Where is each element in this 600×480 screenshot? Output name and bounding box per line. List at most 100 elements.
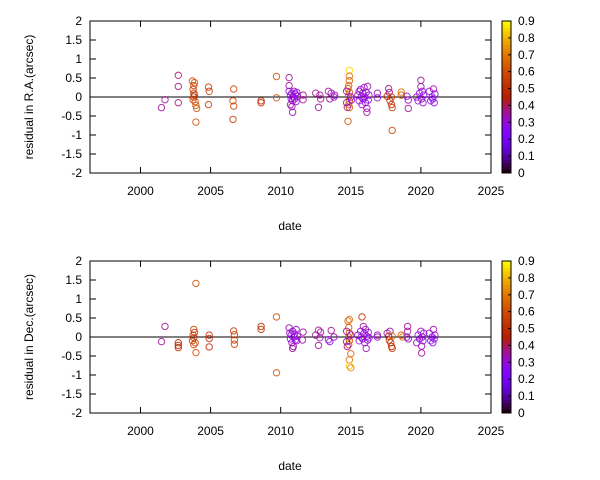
colorbar-band — [502, 325, 511, 329]
colorbar-band — [502, 358, 511, 363]
data-point — [373, 331, 382, 339]
colorbar-band — [502, 78, 511, 83]
colorbar-band — [502, 31, 511, 35]
data-point — [388, 344, 396, 353]
colorbar-band — [502, 328, 511, 333]
colorbar-band — [502, 315, 511, 319]
data-point — [345, 66, 354, 75]
data-point — [174, 343, 183, 352]
data-point — [404, 96, 412, 104]
data-point — [430, 335, 438, 343]
data-point — [189, 96, 197, 104]
data-point — [386, 327, 394, 335]
colorbar-band — [502, 372, 511, 377]
colorbar-band — [502, 277, 511, 282]
data-point — [291, 336, 300, 344]
data-point — [192, 118, 200, 126]
data-point — [427, 337, 435, 345]
data-point — [299, 328, 307, 336]
data-point — [347, 96, 356, 104]
colorbar-band — [502, 294, 511, 299]
y-axis-label: residual in R.A.(arcsec) — [22, 35, 36, 160]
colorbar-tick-label: 0.6 — [518, 305, 535, 319]
data-point — [192, 348, 200, 357]
colorbar-band — [502, 264, 511, 269]
data-point — [286, 100, 295, 109]
x-tick-label: 2020 — [408, 424, 435, 438]
y-tick-label: -1 — [71, 368, 82, 382]
data-point — [347, 364, 355, 372]
colorbar-band — [502, 399, 511, 404]
y-tick-label: -0.5 — [61, 109, 82, 123]
colorbar-band — [502, 51, 511, 56]
colorbar-band — [502, 48, 511, 52]
y-tick-label: -1.5 — [61, 147, 82, 161]
data-point — [345, 72, 354, 80]
x-axis-label: date — [278, 219, 302, 233]
y-tick-label: 0.5 — [65, 71, 82, 85]
colorbar-tick-label: 0 — [518, 406, 525, 420]
colorbar-band — [502, 355, 511, 360]
colorbar-band — [502, 112, 511, 116]
y-tick-label: -2 — [71, 166, 82, 180]
colorbar-tick-label: 0.5 — [518, 82, 535, 96]
data-point — [387, 93, 396, 101]
colorbar-band — [502, 64, 511, 69]
colorbar-band — [502, 41, 511, 46]
data-point — [418, 87, 426, 96]
data-point — [174, 339, 183, 347]
data-point — [292, 97, 300, 106]
data-point — [345, 362, 354, 370]
colorbar-band — [502, 125, 511, 130]
data-point — [192, 104, 201, 113]
colorbar-tick-label: 0.8 — [518, 271, 535, 285]
data-point — [229, 115, 237, 124]
colorbar-tick-label: 0.4 — [518, 338, 535, 352]
data-point — [364, 96, 372, 104]
data-point — [316, 95, 325, 103]
x-tick-label: 2015 — [337, 184, 364, 198]
x-tick-label: 2010 — [267, 184, 294, 198]
data-point — [204, 100, 213, 109]
colorbar-band — [502, 271, 511, 275]
data-point — [344, 117, 352, 126]
colorbar-band — [502, 135, 511, 140]
data-point — [342, 337, 351, 346]
data-point — [344, 317, 352, 325]
colorbar-band — [502, 149, 511, 154]
y-tick-label: 0 — [75, 90, 82, 104]
data-point — [272, 72, 281, 81]
data-point — [285, 73, 293, 82]
data-point — [257, 99, 265, 107]
data-point — [230, 102, 238, 110]
data-point — [285, 81, 293, 90]
data-point — [299, 91, 307, 99]
data-point — [360, 83, 368, 92]
data-point — [288, 108, 297, 116]
data-point — [356, 85, 365, 94]
data-point — [191, 339, 199, 347]
data-point — [373, 94, 382, 102]
data-point — [429, 85, 438, 93]
colorbar-tick-label: 0.2 — [518, 132, 535, 146]
data-point — [427, 97, 435, 105]
x-tick-label: 2015 — [337, 424, 364, 438]
data-point — [327, 326, 335, 335]
colorbar-band — [502, 281, 511, 286]
colorbar-band — [502, 301, 511, 306]
data-point — [230, 340, 239, 348]
data-point — [403, 333, 411, 341]
x-axis-label: date — [278, 459, 302, 473]
y-tick-label: 2 — [75, 14, 82, 28]
x-tick-label: 2005 — [197, 424, 224, 438]
data-point — [397, 88, 405, 96]
colorbar-band — [502, 105, 511, 110]
data-point — [288, 89, 296, 97]
colorbar-band — [502, 115, 511, 120]
y-tick-label: 2 — [75, 254, 82, 268]
x-tick-label: 2000 — [127, 184, 154, 198]
data-point — [293, 337, 301, 345]
colorbar-band — [502, 54, 511, 59]
colorbar-band — [502, 71, 511, 76]
dec-residual-panel: residual in Dec.(arcsec) date -2 -1.5 -1 -0… — [22, 254, 535, 473]
